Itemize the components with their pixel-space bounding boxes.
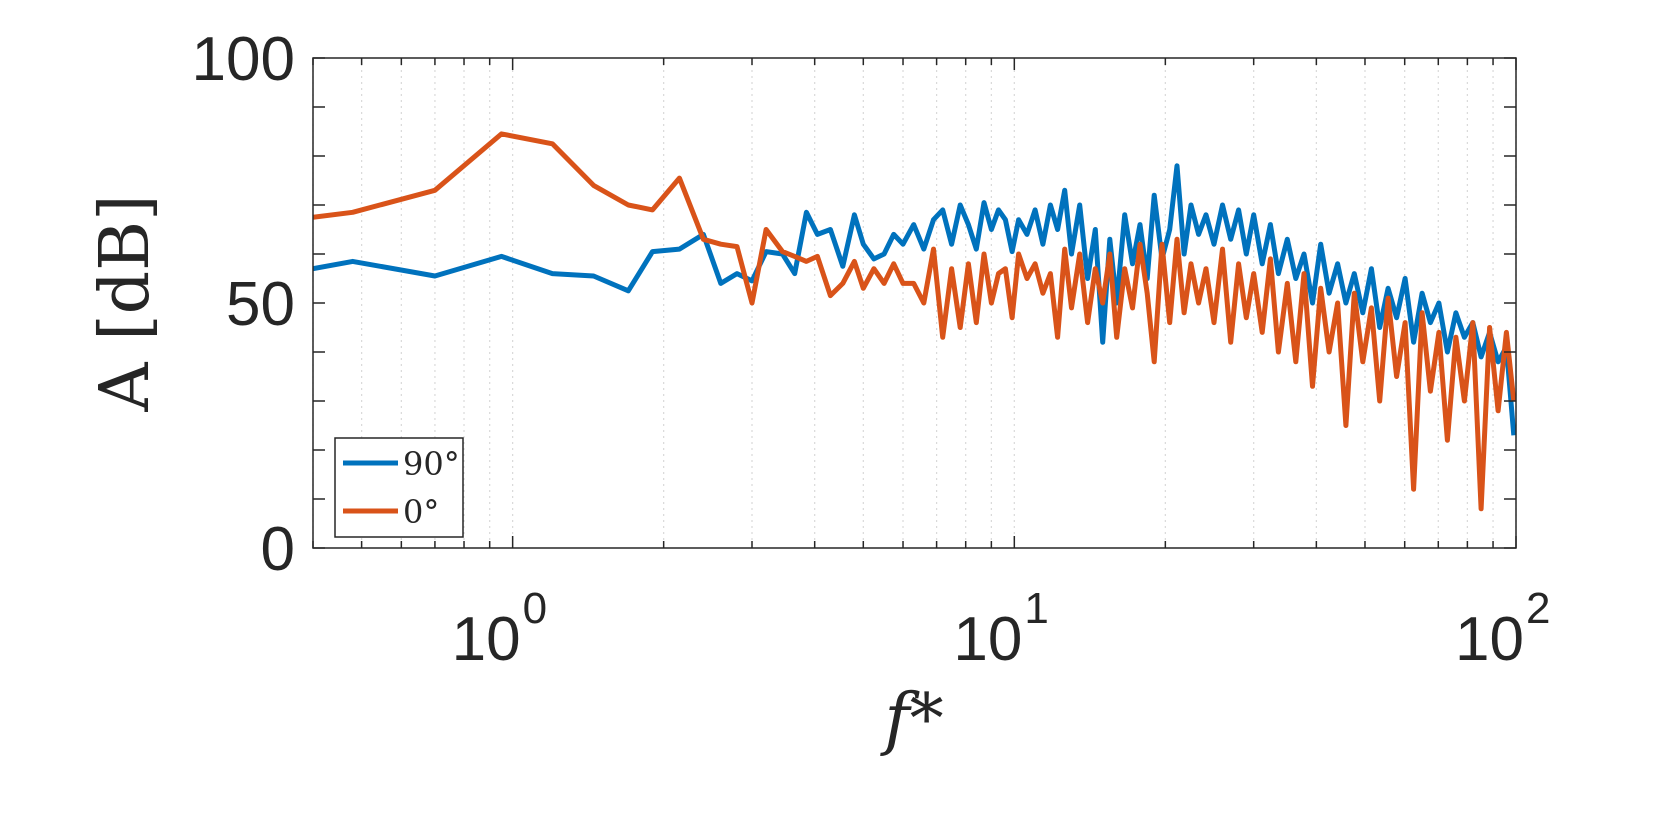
x-tick-label-base: 10 — [1455, 605, 1524, 674]
y-tick-label: 50 — [226, 270, 295, 339]
x-tick-label-base: 10 — [953, 605, 1022, 674]
x-tick-label-exponent: 0 — [523, 584, 547, 633]
y-tick-label: 0 — [261, 515, 295, 584]
y-axis-title: A [dB] — [86, 194, 165, 412]
x-axis-title: f* — [879, 680, 943, 759]
y-tick-label: 100 — [192, 25, 295, 94]
legend-label-0: 0° — [403, 493, 439, 531]
x-tick-label-exponent: 1 — [1024, 584, 1048, 633]
legend: 90° 0° — [334, 437, 464, 538]
series-lines — [313, 131, 1516, 512]
legend-label-90: 90° — [403, 445, 460, 483]
x-tick-label-base: 10 — [452, 605, 521, 674]
x-tick-label-exponent: 2 — [1526, 584, 1550, 633]
series-line-s0 — [313, 131, 1516, 512]
legend-box — [334, 437, 464, 538]
series-line-s90 — [313, 163, 1516, 436]
